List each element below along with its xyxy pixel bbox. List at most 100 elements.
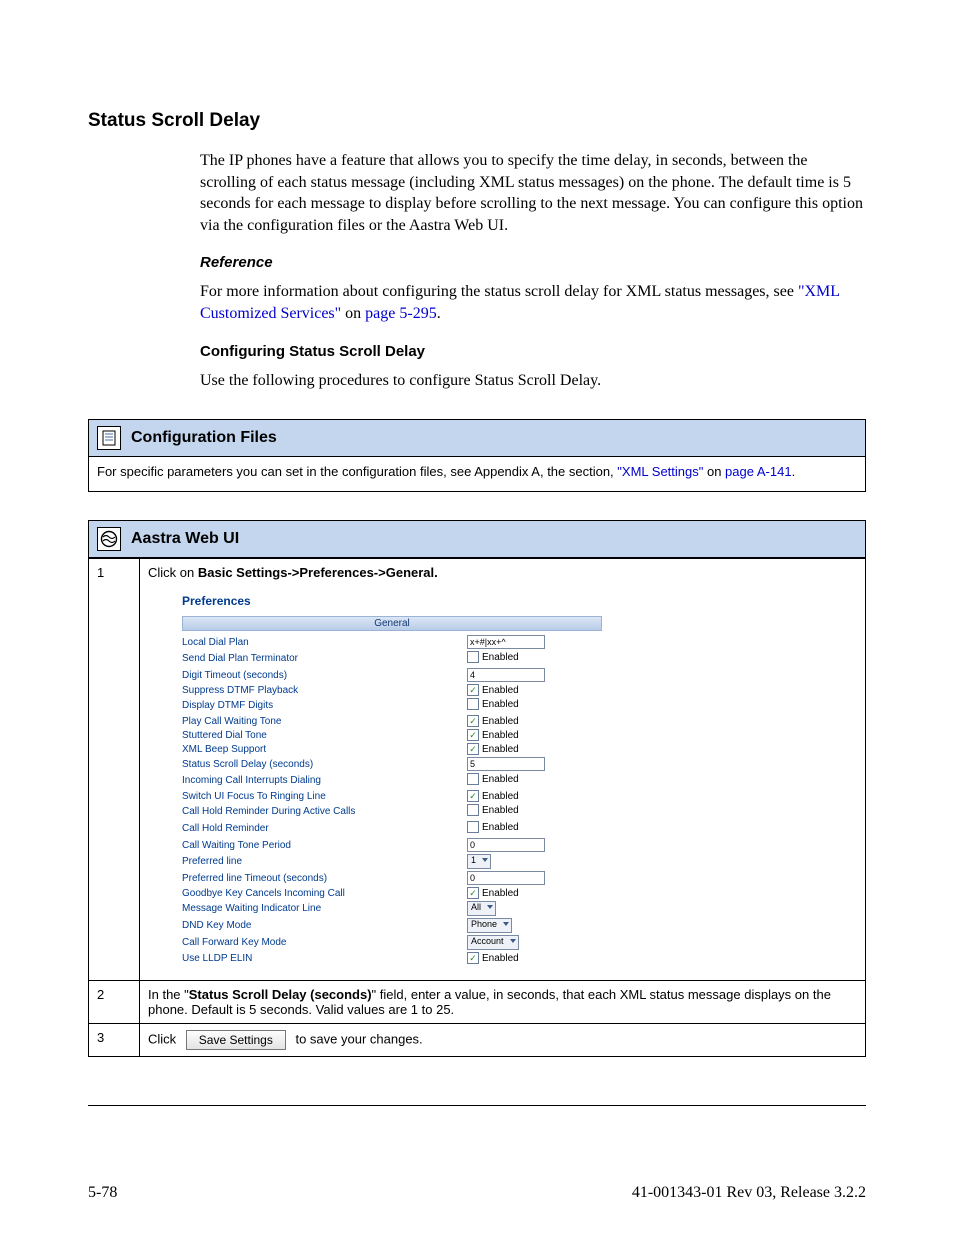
pref-value: Phone	[467, 918, 597, 933]
enabled-label: Enabled	[482, 744, 519, 755]
step1-bold-path: Basic Settings->Preferences->General.	[198, 565, 438, 580]
box1-text-mid: on	[703, 464, 725, 479]
pref-label: Local Dial Plan	[182, 637, 467, 648]
pref-value	[467, 757, 597, 771]
pref-value: Enabled	[467, 698, 597, 713]
globe-icon	[97, 527, 121, 551]
pref-select[interactable]: Phone	[467, 918, 512, 933]
pref-label: Call Forward Key Mode	[182, 937, 467, 948]
box1-text-post: .	[792, 464, 796, 479]
step-row-1: 1 Click on Basic Settings->Preferences->…	[89, 559, 865, 981]
enabled-label: Enabled	[482, 888, 519, 899]
pref-value: ✓Enabled	[467, 790, 597, 802]
pref-value: Enabled	[467, 773, 597, 788]
checkbox-icon: ✓	[467, 952, 479, 964]
pref-value: Enabled	[467, 821, 597, 836]
checkbox-icon: ✓	[467, 743, 479, 755]
document-icon	[97, 426, 121, 450]
reference-paragraph: For more information about configuring t…	[200, 281, 866, 324]
footer-page-number: 5-78	[88, 1184, 117, 1202]
pref-label: Use LLDP ELIN	[182, 953, 467, 964]
enabled-label: Enabled	[482, 730, 519, 741]
enabled-label: Enabled	[482, 791, 519, 802]
pref-checkbox[interactable]: Enabled	[467, 651, 519, 663]
pref-checkbox[interactable]: ✓Enabled	[467, 952, 519, 964]
enabled-label: Enabled	[482, 774, 519, 785]
pref-label: Incoming Call Interrupts Dialing	[182, 775, 467, 786]
preferences-grid: Local Dial PlanSend Dial Plan Terminator…	[182, 635, 602, 964]
step3-text-post: to save your changes.	[295, 1032, 422, 1047]
steps-table: 1 Click on Basic Settings->Preferences->…	[89, 558, 865, 1056]
step2-bold-field: Status Scroll Delay (seconds)	[189, 987, 372, 1002]
pref-value: 1	[467, 854, 597, 869]
pref-input[interactable]	[467, 757, 545, 771]
pref-checkbox[interactable]: ✓Enabled	[467, 790, 519, 802]
pref-label: XML Beep Support	[182, 744, 467, 755]
general-section-bar: General	[182, 616, 602, 631]
pref-label: Play Call Waiting Tone	[182, 716, 467, 727]
pref-label: Call Waiting Tone Period	[182, 840, 467, 851]
pref-value: All	[467, 901, 597, 916]
checkbox-icon	[467, 773, 479, 785]
step-content: Click Save Settings to save your changes…	[140, 1024, 866, 1057]
pref-checkbox[interactable]: ✓Enabled	[467, 715, 519, 727]
pref-select[interactable]: Account	[467, 935, 519, 950]
pref-label: Preferred line Timeout (seconds)	[182, 873, 467, 884]
reference-text-mid: on	[341, 305, 365, 322]
pref-label: Status Scroll Delay (seconds)	[182, 759, 467, 770]
pref-value: ✓Enabled	[467, 715, 597, 727]
section-heading: Status Scroll Delay	[88, 110, 866, 132]
pref-value: Enabled	[467, 651, 597, 666]
step-number: 3	[89, 1024, 140, 1057]
pref-checkbox[interactable]: Enabled	[467, 821, 519, 833]
box-header: Configuration Files	[89, 420, 865, 457]
pref-value: Account	[467, 935, 597, 950]
pref-select[interactable]: All	[467, 901, 496, 916]
pref-checkbox[interactable]: ✓Enabled	[467, 887, 519, 899]
preferences-title: Preferences	[182, 594, 602, 608]
step-row-2: 2 In the "Status Scroll Delay (seconds)"…	[89, 981, 865, 1024]
pref-checkbox[interactable]: ✓Enabled	[467, 684, 519, 696]
pref-value: ✓Enabled	[467, 887, 597, 899]
pref-value	[467, 635, 597, 649]
pref-input[interactable]	[467, 838, 545, 852]
pref-input[interactable]	[467, 668, 545, 682]
pref-label: Call Hold Reminder During Active Calls	[182, 806, 467, 817]
save-settings-button[interactable]: Save Settings	[186, 1030, 286, 1050]
pref-checkbox[interactable]: Enabled	[467, 698, 519, 710]
checkbox-icon: ✓	[467, 715, 479, 727]
checkbox-icon: ✓	[467, 684, 479, 696]
reference-text-pre: For more information about configuring t…	[200, 283, 798, 300]
enabled-label: Enabled	[482, 716, 519, 727]
checkbox-icon: ✓	[467, 729, 479, 741]
pref-checkbox[interactable]: ✓Enabled	[467, 743, 519, 755]
enabled-label: Enabled	[482, 652, 519, 663]
pref-label: Digit Timeout (seconds)	[182, 670, 467, 681]
pref-input[interactable]	[467, 871, 545, 885]
box-title: Configuration Files	[131, 429, 277, 447]
pref-select[interactable]: 1	[467, 854, 491, 869]
pref-checkbox[interactable]: Enabled	[467, 773, 519, 785]
pref-value: ✓Enabled	[467, 952, 597, 964]
reference-heading: Reference	[200, 254, 866, 271]
pref-label: Stuttered Dial Tone	[182, 730, 467, 741]
xml-settings-link[interactable]: "XML Settings"	[617, 464, 703, 479]
box-header: Aastra Web UI	[89, 521, 865, 558]
pref-value	[467, 871, 597, 885]
preferences-panel: Preferences General Local Dial PlanSend …	[182, 594, 602, 964]
step-number: 1	[89, 559, 140, 981]
pref-checkbox[interactable]: ✓Enabled	[467, 729, 519, 741]
pref-checkbox[interactable]: Enabled	[467, 804, 519, 816]
page-link-a-141[interactable]: page A-141	[725, 464, 792, 479]
enabled-label: Enabled	[482, 805, 519, 816]
enabled-label: Enabled	[482, 699, 519, 710]
step3-text-pre: Click	[148, 1032, 176, 1047]
checkbox-icon	[467, 821, 479, 833]
page-link-5-295[interactable]: page 5-295	[365, 305, 437, 322]
pref-label: DND Key Mode	[182, 920, 467, 931]
pref-value: Enabled	[467, 804, 597, 819]
pref-input[interactable]	[467, 635, 545, 649]
page-footer: 5-78 41-001343-01 Rev 03, Release 3.2.2	[88, 1176, 866, 1202]
box-body: For specific parameters you can set in t…	[89, 457, 865, 491]
enabled-label: Enabled	[482, 953, 519, 964]
